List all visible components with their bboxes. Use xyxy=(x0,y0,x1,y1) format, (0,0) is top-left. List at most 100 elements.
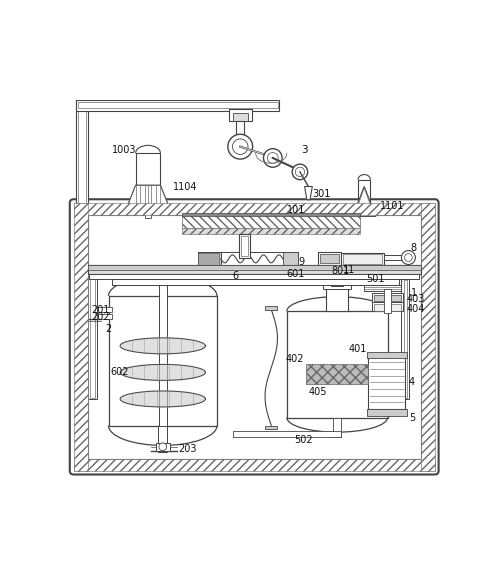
Text: 4: 4 xyxy=(408,378,415,387)
Bar xyxy=(328,281,346,285)
Text: 403: 403 xyxy=(407,294,425,305)
Bar xyxy=(135,153,160,185)
Circle shape xyxy=(292,164,308,179)
Text: 404: 404 xyxy=(407,305,425,314)
Circle shape xyxy=(267,152,278,163)
Text: 101: 101 xyxy=(287,205,305,215)
Bar xyxy=(368,356,405,409)
Polygon shape xyxy=(120,391,205,407)
Bar xyxy=(383,290,391,313)
Bar xyxy=(364,287,401,290)
Bar xyxy=(283,251,299,266)
Bar xyxy=(233,113,248,122)
Bar xyxy=(367,409,407,416)
Bar xyxy=(78,100,86,232)
Bar xyxy=(182,214,361,228)
Bar xyxy=(73,203,435,215)
Circle shape xyxy=(401,251,416,265)
Bar xyxy=(197,251,221,266)
Bar xyxy=(343,254,382,263)
Circle shape xyxy=(405,254,412,261)
Bar xyxy=(233,431,341,438)
Circle shape xyxy=(233,139,248,155)
Text: 2: 2 xyxy=(105,324,112,334)
Text: 602: 602 xyxy=(110,368,128,378)
Bar xyxy=(341,253,383,265)
Bar xyxy=(88,265,421,270)
Bar xyxy=(333,417,341,438)
Text: 11: 11 xyxy=(343,265,355,275)
Bar xyxy=(358,180,371,203)
Bar xyxy=(421,203,435,471)
Bar xyxy=(374,304,401,311)
Bar xyxy=(78,101,278,108)
Text: 401: 401 xyxy=(349,344,367,354)
Polygon shape xyxy=(120,338,205,354)
Bar xyxy=(237,122,244,138)
Text: 6: 6 xyxy=(233,271,239,281)
Bar xyxy=(306,364,368,384)
Polygon shape xyxy=(353,186,376,217)
Text: 202: 202 xyxy=(91,312,110,321)
Bar xyxy=(318,265,387,270)
Bar xyxy=(109,296,217,426)
Bar xyxy=(158,426,168,452)
Text: 501: 501 xyxy=(366,274,384,284)
Bar xyxy=(159,265,167,438)
Polygon shape xyxy=(120,364,205,380)
Text: 1: 1 xyxy=(411,288,417,298)
Bar xyxy=(401,280,409,399)
Text: 1104: 1104 xyxy=(173,181,197,192)
Bar xyxy=(287,312,387,417)
Text: 502: 502 xyxy=(295,435,313,445)
Bar xyxy=(367,353,407,358)
Circle shape xyxy=(295,167,305,177)
Bar xyxy=(364,285,401,291)
Bar xyxy=(372,293,403,302)
Bar xyxy=(326,286,348,312)
Bar xyxy=(73,203,88,471)
Bar xyxy=(97,314,113,318)
Bar xyxy=(331,265,343,286)
Text: 301: 301 xyxy=(312,189,331,200)
Text: 201: 201 xyxy=(91,305,110,315)
Bar xyxy=(229,109,252,122)
Bar xyxy=(318,251,341,265)
Bar xyxy=(89,274,419,280)
Bar xyxy=(383,255,405,260)
Text: 9: 9 xyxy=(299,256,305,266)
Bar xyxy=(182,228,361,234)
Bar xyxy=(73,459,435,471)
Text: 8: 8 xyxy=(410,243,416,252)
Text: 402: 402 xyxy=(285,354,304,364)
Bar xyxy=(76,100,279,111)
Bar xyxy=(320,254,339,263)
Text: 601: 601 xyxy=(287,269,305,279)
Bar xyxy=(239,234,250,258)
Bar xyxy=(404,280,407,398)
Text: 1101: 1101 xyxy=(380,201,404,211)
Polygon shape xyxy=(124,185,172,214)
Circle shape xyxy=(159,443,167,450)
Text: 801: 801 xyxy=(332,266,350,277)
Bar xyxy=(88,215,421,459)
Bar xyxy=(88,265,421,274)
Bar xyxy=(84,318,87,323)
Bar xyxy=(372,302,403,312)
Circle shape xyxy=(263,149,282,167)
Bar xyxy=(241,236,248,256)
Text: 3: 3 xyxy=(301,145,308,155)
Text: 5: 5 xyxy=(409,413,416,423)
Bar xyxy=(90,280,95,398)
Bar xyxy=(97,307,113,312)
Circle shape xyxy=(228,134,252,159)
Bar xyxy=(323,284,351,289)
Bar xyxy=(88,280,97,399)
Text: 1003: 1003 xyxy=(113,145,137,155)
Bar xyxy=(76,100,88,233)
Bar xyxy=(156,443,170,450)
Bar xyxy=(265,306,277,310)
Bar xyxy=(197,253,219,265)
Bar xyxy=(374,295,401,301)
Text: 405: 405 xyxy=(309,387,327,397)
